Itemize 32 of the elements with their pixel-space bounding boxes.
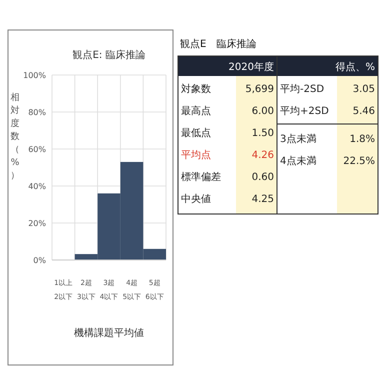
- y-tick-label: 80%: [28, 108, 46, 117]
- y-tick-label: 40%: [28, 182, 46, 191]
- text: 得点、%: [335, 61, 375, 73]
- text: 0.60: [252, 172, 274, 183]
- y-tick-label: 100%: [23, 71, 46, 80]
- text: 1.8%: [350, 134, 375, 145]
- text: 2020年度: [228, 61, 274, 73]
- text: 観点E 臨床推論: [180, 38, 256, 50]
- y-tick-label: 20%: [28, 219, 46, 228]
- text: 5,699: [245, 84, 274, 95]
- y-tick-label: 60%: [28, 145, 46, 154]
- text: 4点未満: [280, 155, 316, 167]
- text: 平均-2SD: [280, 83, 324, 95]
- x-axis-title: 機構課題平均値: [74, 327, 144, 339]
- text: 22.5%: [343, 156, 375, 167]
- text: 標準偏差: [181, 171, 221, 183]
- y-tick-label: 0%: [33, 256, 46, 265]
- text: 5.46: [352, 106, 375, 117]
- text: 最低点: [181, 127, 211, 139]
- text: 1.50: [252, 128, 274, 139]
- text: 4.25: [252, 194, 274, 205]
- text: 平均点: [181, 149, 211, 161]
- y-axis-title: 相対度数（%）: [10, 92, 20, 181]
- text: 平均+2SD: [280, 105, 330, 117]
- text: 3点未満: [280, 133, 316, 145]
- text: 中央値: [181, 193, 211, 205]
- text: 対象数: [181, 83, 211, 95]
- text: 最高点: [181, 105, 211, 117]
- text: 4.26: [252, 150, 274, 161]
- chart-title: 観点E: 臨床推論: [72, 49, 146, 61]
- text: 3.05: [352, 84, 375, 95]
- text: 6.00: [252, 106, 274, 117]
